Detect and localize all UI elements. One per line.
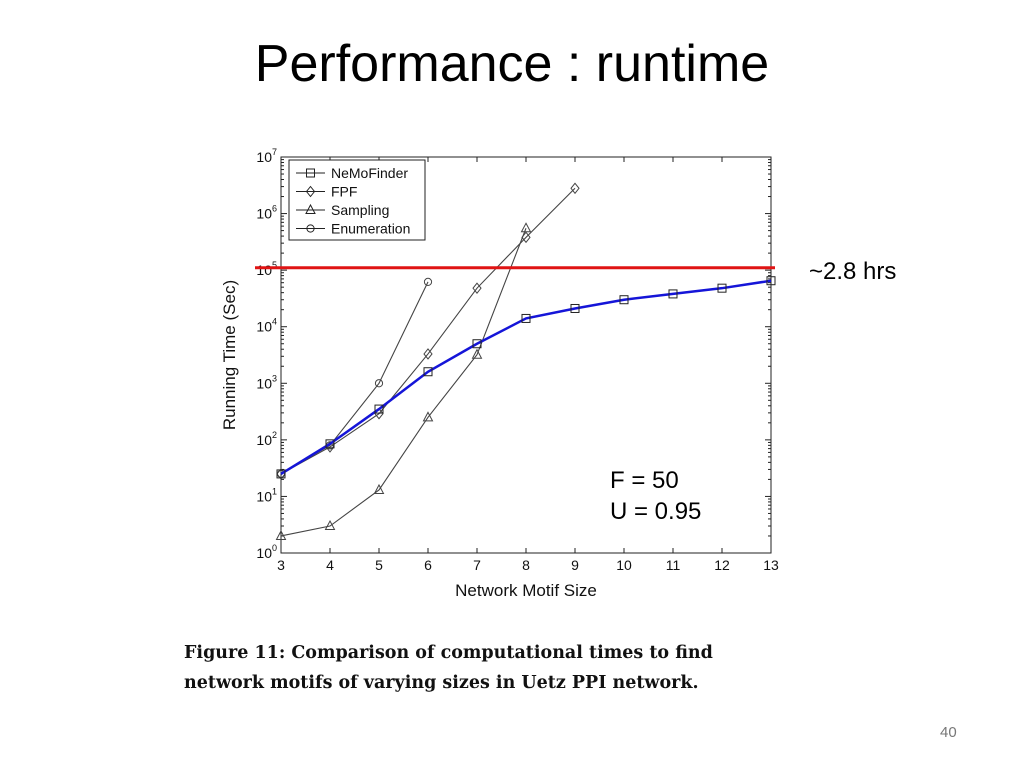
data-point-nemofinder <box>766 276 776 286</box>
data-point-nemofinder <box>423 367 433 377</box>
legend-marker-nemofinder <box>306 168 315 178</box>
data-point-nemofinder <box>717 283 727 293</box>
page-number: 40 <box>940 724 957 741</box>
data-point-nemofinder <box>668 289 678 299</box>
x-tick-label: 7 <box>473 557 481 573</box>
x-tick-label: 3 <box>277 557 285 573</box>
annotation-f: F = 50 <box>610 467 679 494</box>
series-line-nemofinder-dashed <box>280 280 772 475</box>
caption-line-1: Figure 11: Comparison of computational t… <box>184 643 713 663</box>
data-point-fpf <box>472 282 482 294</box>
caption-line-2: network motifs of varying sizes in Uetz … <box>184 673 699 693</box>
data-point-sampling <box>520 222 532 233</box>
data-point-nemofinder <box>619 295 629 305</box>
legend-label-sampling: Sampling <box>331 202 389 218</box>
y-tick-label: 102 <box>256 430 277 448</box>
legend-label-nemofinder: NeMoFinder <box>331 165 408 181</box>
data-point-nemofinder <box>276 469 286 479</box>
data-point-sampling <box>275 529 287 540</box>
x-tick-label: 11 <box>666 557 681 573</box>
data-point-nemofinder <box>472 339 482 349</box>
legend-marker-sampling <box>305 203 316 214</box>
data-point-enumeration <box>374 379 384 388</box>
slide-title: Performance : runtime <box>254 35 770 93</box>
data-point-nemofinder <box>325 439 335 449</box>
x-axis-label: Network Motif Size <box>455 581 597 600</box>
data-point-nemofinder <box>521 313 531 323</box>
x-tick-label: 6 <box>424 557 432 573</box>
series-line-sampling <box>280 228 527 537</box>
legend-label-enumeration: Enumeration <box>331 221 410 237</box>
chart-series <box>275 182 776 540</box>
annotation-u: U = 0.95 <box>610 498 701 525</box>
y-tick-label: 106 <box>256 204 277 222</box>
data-point-sampling <box>422 411 434 422</box>
data-point-sampling <box>373 483 385 494</box>
x-tick-label: 10 <box>616 557 632 573</box>
y-axis-label: Running Time (Sec) <box>220 280 239 430</box>
legend-label-fpf: FPF <box>331 184 357 200</box>
series-line-enumeration <box>280 281 429 475</box>
legend-marker-enumeration <box>306 224 315 233</box>
y-tick-label: 107 <box>256 147 277 165</box>
x-tick-label: 13 <box>763 557 779 573</box>
data-point-sampling <box>471 348 483 359</box>
threshold-label: ~2.8 hrs <box>809 258 896 285</box>
series-line-fpf <box>280 187 576 475</box>
data-point-nemofinder <box>374 404 384 414</box>
data-point-sampling <box>324 519 336 531</box>
y-tick-label: 103 <box>256 373 277 391</box>
legend-marker-fpf <box>305 185 316 198</box>
x-tick-label: 4 <box>326 557 334 573</box>
data-point-enumeration <box>423 277 433 286</box>
x-tick-label: 9 <box>571 557 579 573</box>
chart-legend: NeMoFinder FPF Sampling Enumeration <box>288 159 426 241</box>
data-point-fpf <box>570 182 580 195</box>
y-tick-label: 100 <box>256 543 277 561</box>
x-tick-label: 8 <box>522 557 530 573</box>
data-point-fpf <box>423 348 433 360</box>
x-tick-label: 5 <box>375 557 383 573</box>
y-tick-label: 101 <box>256 486 277 504</box>
x-tick-label: 12 <box>714 557 730 573</box>
figure-caption: Figure 11: Comparison of computational t… <box>184 638 844 698</box>
data-point-nemofinder <box>570 303 580 313</box>
y-tick-label: 104 <box>256 317 277 335</box>
series-line-nemofinder-highlight <box>280 279 772 475</box>
